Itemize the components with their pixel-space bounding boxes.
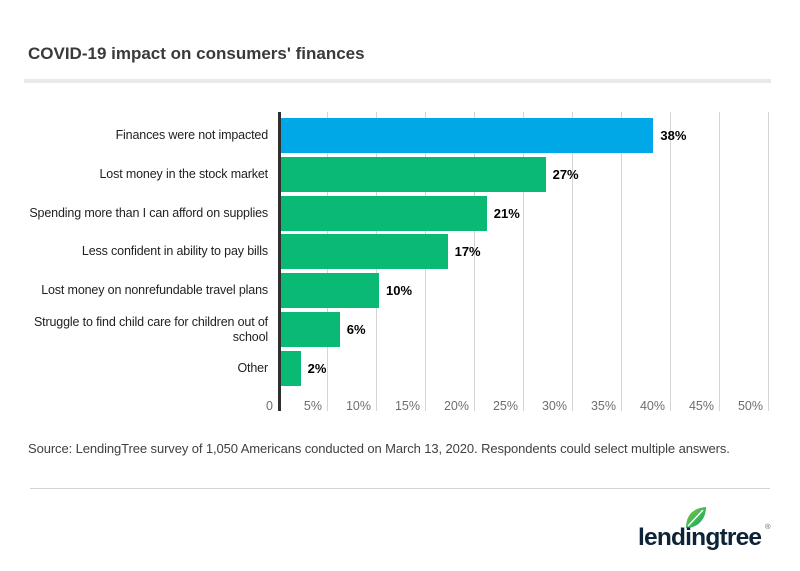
bar-chart: Finances were not impacted Lost money in …: [0, 112, 800, 414]
x-axis-tick-label: 30%: [541, 399, 567, 413]
x-axis-tick-label: 5%: [303, 399, 322, 413]
x-axis-tick-label: 10%: [345, 399, 371, 413]
plot-area: 0 5% 10% 15% 20% 25% 30% 35% 40% 45% 50% 38% 27% 21% 1…: [266, 112, 788, 414]
value-label: 21%: [493, 205, 520, 221]
value-label: 2%: [307, 360, 327, 376]
bar: [281, 156, 546, 192]
value-label: 17%: [454, 244, 481, 260]
category-label: Spending more than I can afford on suppl…: [29, 205, 268, 220]
chart-title: COVID-19 impact on consumers' finances: [28, 44, 365, 63]
gridline: [768, 112, 769, 411]
x-axis-tick-label: 40%: [639, 399, 665, 413]
gridline: [474, 112, 475, 411]
gridline: [523, 112, 524, 411]
x-axis-tick-label: 20%: [443, 399, 469, 413]
leaf-icon: [686, 507, 706, 528]
x-axis-tick-label: 35%: [590, 399, 616, 413]
x-axis-tick-label: 45%: [688, 399, 714, 413]
category-label: Struggle to find child care for children…: [33, 314, 268, 344]
gridline: [572, 112, 573, 411]
title-divider: [24, 79, 771, 83]
bar: [281, 234, 448, 270]
category-labels: Finances were not impacted Lost money in …: [0, 112, 268, 414]
value-label: 6%: [346, 322, 366, 337]
value-label: 38%: [660, 128, 687, 143]
category-label: Finances were not impacted: [115, 128, 269, 142]
x-axis-tick-label: 25%: [492, 399, 518, 413]
x-axis-tick-label: 0: [266, 399, 273, 413]
category-label: Lost money in the stock market: [99, 166, 269, 181]
lendingtree-logo: lendingtree ®: [636, 503, 786, 555]
gridline: [621, 112, 622, 411]
value-label: 10%: [386, 283, 413, 299]
x-axis-tick-label: 50%: [737, 399, 763, 413]
category-label: Lost money on nonrefundable travel plans: [41, 283, 268, 298]
value-label: 27%: [552, 166, 579, 182]
y-axis-line: [278, 112, 281, 411]
bar: [281, 118, 654, 153]
gridline: [719, 112, 720, 411]
footer-divider: [30, 488, 770, 489]
category-label: Less confident in ability to pay bills: [81, 244, 268, 259]
bar: [281, 195, 487, 231]
registered-mark: ®: [765, 522, 771, 531]
logo-wordmark: lendingtree: [638, 524, 761, 551]
gridline: [670, 112, 671, 411]
x-axis-tick-label: 15%: [394, 399, 420, 413]
bar: [281, 350, 301, 386]
category-label: Other: [237, 360, 268, 375]
lendingtree-logo-svg: lendingtree ®: [638, 507, 771, 551]
source-text: Source: LendingTree survey of 1,050 Amer…: [28, 441, 730, 456]
bar: [281, 273, 379, 309]
bar: [281, 312, 340, 347]
